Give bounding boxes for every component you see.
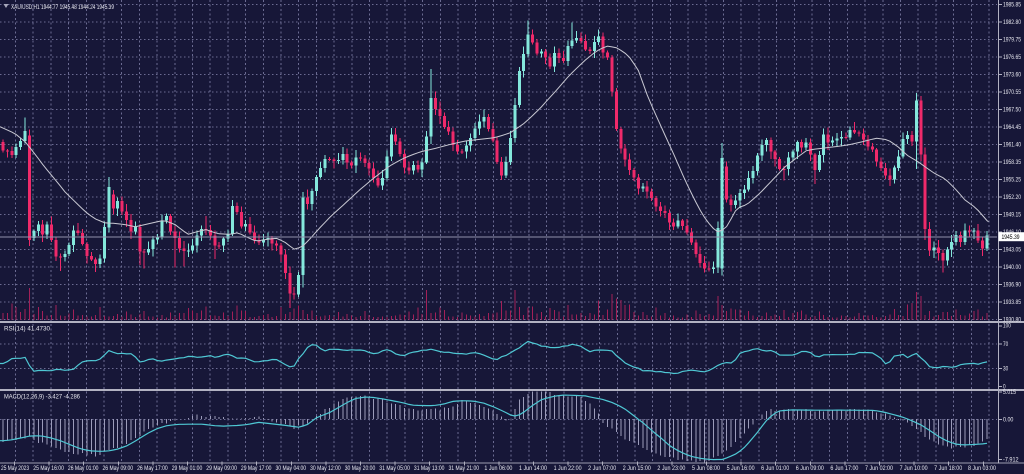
svg-text:30 May 20:00: 30 May 20:00	[345, 465, 376, 472]
svg-text:1945.39: 1945.39	[1002, 234, 1020, 241]
svg-text:26 May 09:00: 26 May 09:00	[103, 465, 134, 472]
svg-text:RSI(14) 41.4730: RSI(14) 41.4730	[4, 326, 50, 333]
svg-text:1967.50: 1967.50	[1003, 106, 1021, 113]
svg-text:1930.80: 1930.80	[1003, 316, 1021, 323]
svg-text:1961.40: 1961.40	[1003, 141, 1021, 148]
svg-text:25 May 2023: 25 May 2023	[1, 465, 29, 472]
svg-text:29 May 09:00: 29 May 09:00	[206, 465, 237, 472]
svg-text:30 May 04:00: 30 May 04:00	[276, 465, 307, 472]
svg-text:1976.65: 1976.65	[1003, 54, 1021, 61]
svg-text:30: 30	[1003, 365, 1008, 372]
svg-text:1940.00: 1940.00	[1003, 264, 1021, 271]
svg-text:1952.20: 1952.20	[1003, 194, 1021, 201]
svg-text:1958.35: 1958.35	[1003, 159, 1021, 166]
svg-text:1982.80: 1982.80	[1003, 19, 1021, 26]
svg-text:1979.75: 1979.75	[1003, 36, 1021, 43]
svg-text:26 May 01:00: 26 May 01:00	[68, 465, 99, 472]
svg-text:70: 70	[1003, 341, 1008, 348]
svg-text:7 Jun 18:00: 7 Jun 18:00	[934, 465, 962, 472]
svg-text:100: 100	[1003, 323, 1011, 330]
svg-text:0: 0	[1003, 384, 1006, 391]
svg-text:MACD(12,26,9) -3.427 -4.286: MACD(12,26,9) -3.427 -4.286	[4, 394, 80, 401]
svg-text:1 Jun 22:00: 1 Jun 22:00	[554, 465, 582, 472]
svg-text:1 Jun 14:00: 1 Jun 14:00	[519, 465, 547, 472]
svg-text:5.015: 5.015	[1003, 389, 1016, 396]
svg-text:XAU/USD,H1 1944.77 1945.48 194: XAU/USD,H1 1944.77 1945.48 1944.24 1945.…	[11, 4, 114, 11]
svg-text:1 Jun 06:00: 1 Jun 06:00	[484, 465, 512, 472]
svg-text:1933.85: 1933.85	[1003, 299, 1021, 306]
svg-text:6 Jun 01:00: 6 Jun 01:00	[761, 465, 789, 472]
svg-text:1943.05: 1943.05	[1003, 246, 1021, 253]
svg-text:1955.25: 1955.25	[1003, 176, 1021, 183]
svg-text:31 May 13:00: 31 May 13:00	[414, 465, 445, 472]
svg-text:29 May 17:00: 29 May 17:00	[241, 465, 272, 472]
svg-text:-7.912: -7.912	[1003, 456, 1019, 463]
svg-text:1973.60: 1973.60	[1003, 71, 1021, 78]
svg-text:7 Jun 02:00: 7 Jun 02:00	[865, 465, 893, 472]
svg-text:2 Jun 23:00: 2 Jun 23:00	[657, 465, 685, 472]
svg-text:1970.55: 1970.55	[1003, 89, 1021, 96]
svg-text:6 Jun 17:00: 6 Jun 17:00	[830, 465, 858, 472]
svg-text:29 May 01:00: 29 May 01:00	[172, 465, 203, 472]
svg-text:5 Jun 16:00: 5 Jun 16:00	[727, 465, 755, 472]
svg-text:0.00: 0.00	[1003, 416, 1014, 423]
svg-text:7 Jun 10:00: 7 Jun 10:00	[900, 465, 928, 472]
svg-text:30 May 12:00: 30 May 12:00	[310, 465, 341, 472]
svg-text:26 May 17:00: 26 May 17:00	[137, 465, 168, 472]
svg-text:31 May 05:00: 31 May 05:00	[379, 465, 410, 472]
svg-text:2 Jun 07:00: 2 Jun 07:00	[588, 465, 616, 472]
svg-text:31 May 21:00: 31 May 21:00	[449, 465, 480, 472]
svg-text:6 Jun 09:00: 6 Jun 09:00	[796, 465, 824, 472]
svg-text:2 Jun 15:00: 2 Jun 15:00	[623, 465, 651, 472]
svg-text:8 Jun 03:00: 8 Jun 03:00	[968, 465, 996, 472]
svg-text:1936.90: 1936.90	[1003, 281, 1021, 288]
svg-text:1964.45: 1964.45	[1003, 124, 1021, 131]
svg-text:25 May 16:00: 25 May 16:00	[33, 465, 64, 472]
svg-text:1985.85: 1985.85	[1003, 1, 1021, 8]
svg-text:1949.15: 1949.15	[1003, 211, 1021, 218]
svg-text:5 Jun 08:00: 5 Jun 08:00	[692, 465, 720, 472]
